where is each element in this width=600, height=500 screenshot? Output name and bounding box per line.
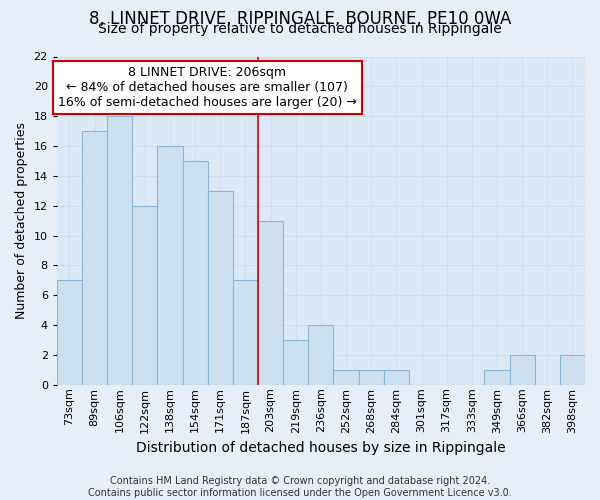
Bar — [283, 340, 308, 385]
Text: 8, LINNET DRIVE, RIPPINGALE, BOURNE, PE10 0WA: 8, LINNET DRIVE, RIPPINGALE, BOURNE, PE1… — [89, 10, 511, 28]
Bar — [182, 161, 208, 385]
Bar — [509, 355, 535, 385]
X-axis label: Distribution of detached houses by size in Rippingale: Distribution of detached houses by size … — [136, 441, 506, 455]
Bar — [208, 191, 233, 385]
Bar — [107, 116, 132, 385]
Bar — [334, 370, 359, 385]
Y-axis label: Number of detached properties: Number of detached properties — [15, 122, 28, 319]
Bar — [560, 355, 585, 385]
Bar — [258, 220, 283, 385]
Text: Contains HM Land Registry data © Crown copyright and database right 2024.
Contai: Contains HM Land Registry data © Crown c… — [88, 476, 512, 498]
Bar — [132, 206, 157, 385]
Bar — [359, 370, 384, 385]
Bar — [157, 146, 182, 385]
Bar — [484, 370, 509, 385]
Bar — [384, 370, 409, 385]
Bar — [308, 325, 334, 385]
Bar — [82, 131, 107, 385]
Bar — [57, 280, 82, 385]
Text: 8 LINNET DRIVE: 206sqm
← 84% of detached houses are smaller (107)
16% of semi-de: 8 LINNET DRIVE: 206sqm ← 84% of detached… — [58, 66, 357, 110]
Text: Size of property relative to detached houses in Rippingale: Size of property relative to detached ho… — [98, 22, 502, 36]
Bar — [233, 280, 258, 385]
